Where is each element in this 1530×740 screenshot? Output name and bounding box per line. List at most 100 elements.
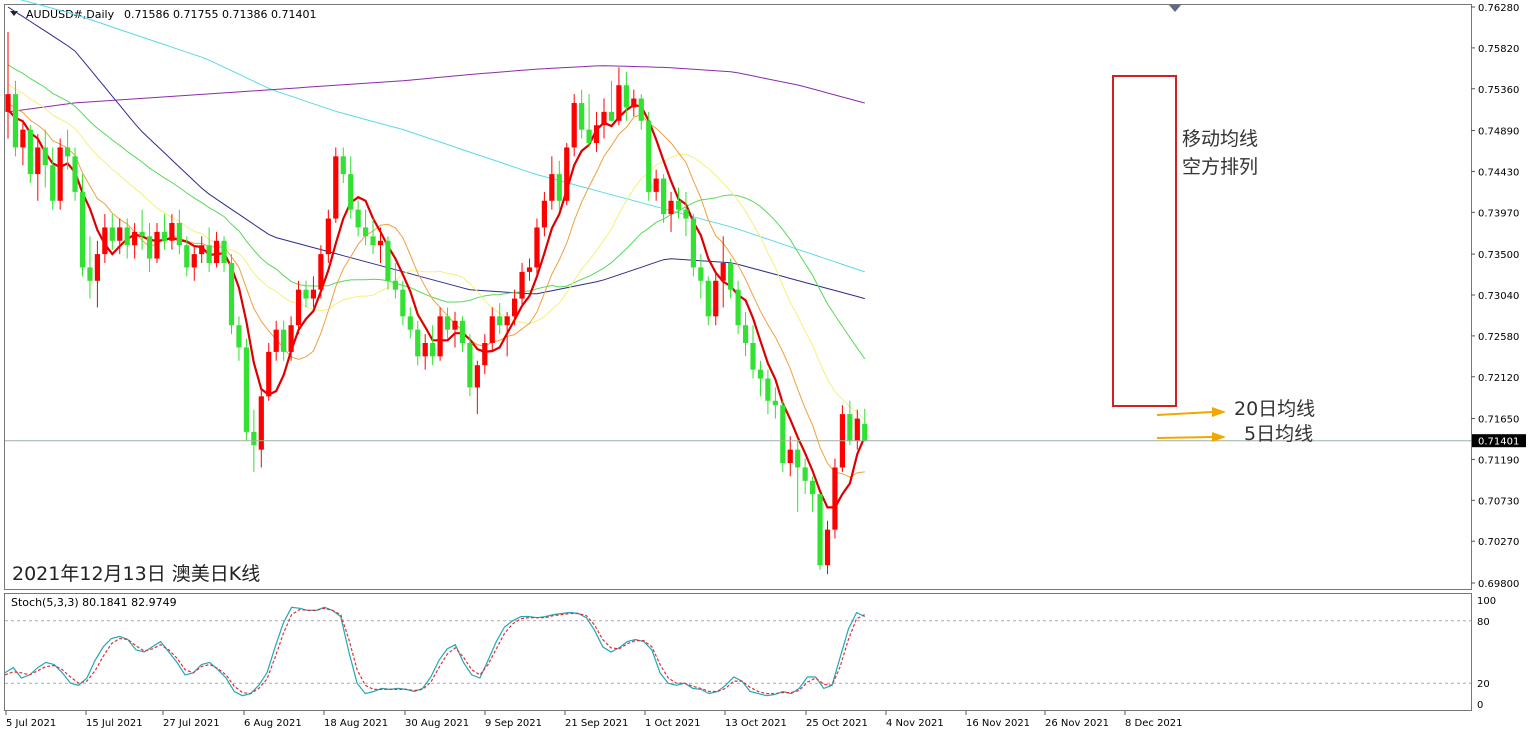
candle [593, 111, 600, 152]
candle [35, 134, 41, 201]
candle [109, 214, 115, 250]
candle [199, 236, 205, 263]
candle-body [668, 200, 674, 215]
candle [482, 334, 488, 375]
candle-body [20, 129, 26, 148]
candle-body [288, 325, 294, 352]
candle-body [742, 325, 749, 343]
candle [266, 343, 272, 401]
candle-body [206, 245, 212, 263]
date-tick-label: 25 Oct 2021 [806, 718, 868, 729]
candle [363, 209, 369, 246]
candle-body [482, 343, 488, 366]
candle-body [623, 85, 629, 108]
candle-body [847, 414, 853, 441]
candle [608, 80, 615, 121]
date-tick-label: 9 Sep 2021 [485, 718, 542, 729]
candle [862, 408, 868, 442]
candle-body [512, 298, 518, 317]
candle-body [303, 289, 309, 299]
candle [474, 360, 480, 415]
candle-body [35, 147, 41, 175]
candle [228, 254, 235, 335]
stoch-tick-label: 80 [1477, 617, 1490, 628]
candle-body [556, 174, 562, 201]
candle [854, 409, 860, 450]
candle [295, 280, 302, 335]
candle [310, 276, 317, 308]
candle-body [780, 405, 786, 463]
candle [370, 218, 376, 255]
ma5-label: 5日均线 [1244, 423, 1313, 445]
date-tick-label: 15 Jul 2021 [86, 718, 143, 729]
candle [27, 125, 33, 183]
candle [79, 174, 86, 277]
candle-body [42, 147, 48, 166]
date-tick-label: 4 Nov 2021 [886, 718, 944, 729]
candle [705, 276, 711, 326]
candle-body [146, 236, 153, 259]
candle [824, 520, 831, 575]
candle [437, 307, 443, 361]
candle [661, 174, 667, 223]
candle-body [400, 289, 406, 317]
candle [690, 214, 696, 277]
candle-body [415, 329, 421, 357]
candle [117, 218, 123, 255]
candle-body [608, 111, 615, 121]
stoch-main-line [4, 606, 866, 697]
date-tick-label: 16 Nov 2021 [966, 718, 1030, 729]
candle [348, 156, 354, 219]
candle-body [638, 98, 644, 121]
candle [377, 227, 384, 263]
candle [698, 254, 704, 299]
date-tick-label: 26 Nov 2021 [1045, 718, 1109, 729]
candle [191, 245, 197, 281]
candle [288, 316, 294, 361]
candle-body [765, 378, 771, 401]
menu-triangle-icon[interactable] [10, 11, 18, 16]
price-tick-label: 0.70270 [1478, 537, 1519, 548]
candle [720, 236, 726, 308]
candle [325, 209, 331, 263]
candle [102, 214, 108, 263]
candle-body [214, 240, 220, 263]
candle-body [646, 120, 652, 192]
candle [847, 400, 853, 446]
candle [176, 209, 182, 255]
candle [243, 338, 249, 441]
date-axis: 5 Jul 2021 15 Jul 2021 27 Jul 2021 6 Aug 20… [5, 711, 1183, 729]
price-tick-label: 0.70730 [1478, 496, 1519, 507]
candle [206, 227, 212, 272]
date-tick-label: 13 Oct 2021 [725, 718, 787, 729]
candle [623, 71, 629, 121]
candle [236, 316, 242, 361]
candle [385, 236, 391, 290]
candle [407, 307, 413, 339]
candle-body [683, 209, 689, 219]
price-tick-label: 0.75360 [1478, 85, 1519, 96]
candle-body [661, 178, 667, 215]
main-plot-frame [4, 4, 1472, 590]
candle-body [251, 431, 257, 446]
candle [497, 303, 503, 335]
candle-body [340, 156, 346, 175]
candle-body [169, 223, 175, 241]
candle [169, 214, 175, 250]
candle [489, 307, 495, 352]
stoch-signal-line [4, 607, 866, 695]
shift-marker-icon[interactable] [1169, 5, 1181, 12]
candle [534, 218, 540, 277]
price-tick-label: 0.74890 [1478, 127, 1519, 138]
candle-body [124, 227, 130, 246]
price-axis: 0.76280 0.75820 0.75360 0.74890 0.74430 0.739… [1471, 3, 1519, 590]
date-tick-label: 1 Oct 2021 [645, 718, 700, 729]
candle-body [497, 316, 503, 326]
current-price-text: 0.71401 [1478, 437, 1519, 448]
candle-body [161, 231, 168, 241]
candle [139, 209, 145, 250]
candle [742, 311, 749, 357]
candle [549, 156, 555, 210]
price-tick-label: 0.69800 [1478, 579, 1519, 590]
price-tick-label: 0.76280 [1478, 3, 1519, 14]
